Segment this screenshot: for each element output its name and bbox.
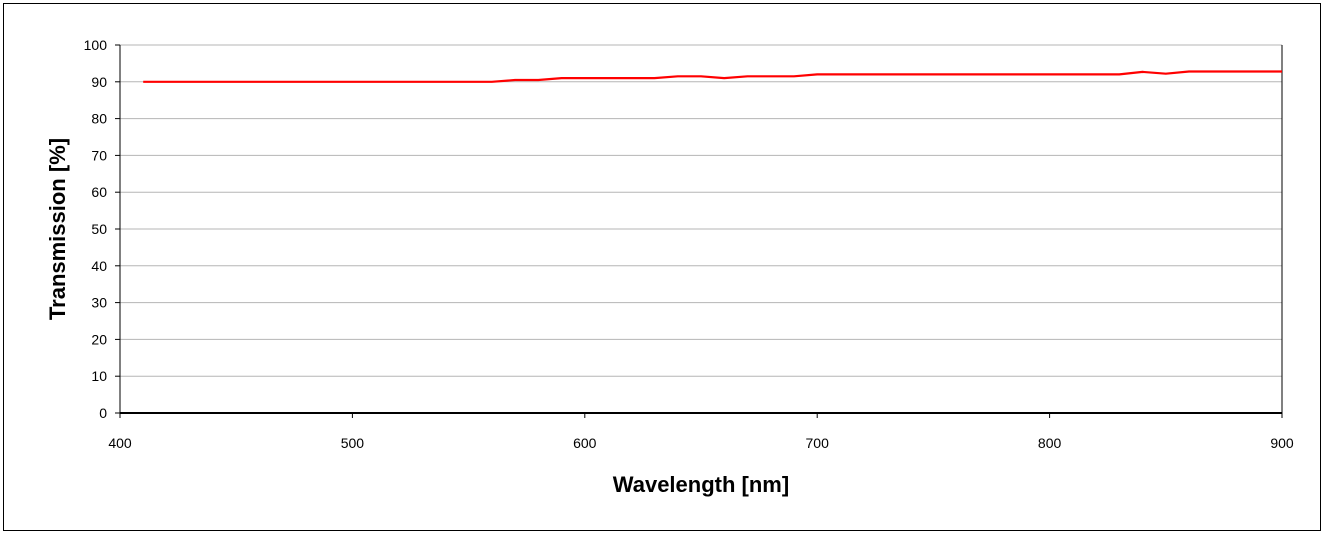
y-tick-label-100: 100 (84, 37, 108, 53)
x-tick-label-700: 700 (806, 435, 830, 451)
series-layer (143, 70, 1282, 83)
y-tick-label-50: 50 (91, 221, 107, 237)
y-axis-title: Transmission [%] (45, 138, 70, 320)
y-tick-label-10: 10 (91, 368, 107, 384)
tick-labels: 0 10 20 30 40 50 60 70 80 90 100 400 500 600 700 800 900 (84, 37, 1294, 451)
chart-frame (3, 3, 1321, 531)
x-tick-label-500: 500 (341, 435, 365, 451)
y-tick-label-0: 0 (99, 405, 107, 421)
y-tick-label-40: 40 (91, 258, 107, 274)
y-tick-label-30: 30 (91, 295, 107, 311)
x-tick-label-900: 900 (1270, 435, 1294, 451)
y-tick-label-80: 80 (91, 111, 107, 127)
y-tick-label-70: 70 (91, 147, 107, 163)
x-tick-label-800: 800 (1038, 435, 1062, 451)
series-line-0 (143, 70, 1282, 83)
axes (115, 44, 1283, 418)
x-tick-label-400: 400 (108, 435, 132, 451)
x-axis-title: Wavelength [nm] (613, 472, 789, 497)
y-tick-label-90: 90 (91, 74, 107, 90)
x-tick-label-600: 600 (573, 435, 597, 451)
y-tick-label-20: 20 (91, 331, 107, 347)
grid-lines (120, 44, 1282, 377)
y-tick-label-60: 60 (91, 184, 107, 200)
